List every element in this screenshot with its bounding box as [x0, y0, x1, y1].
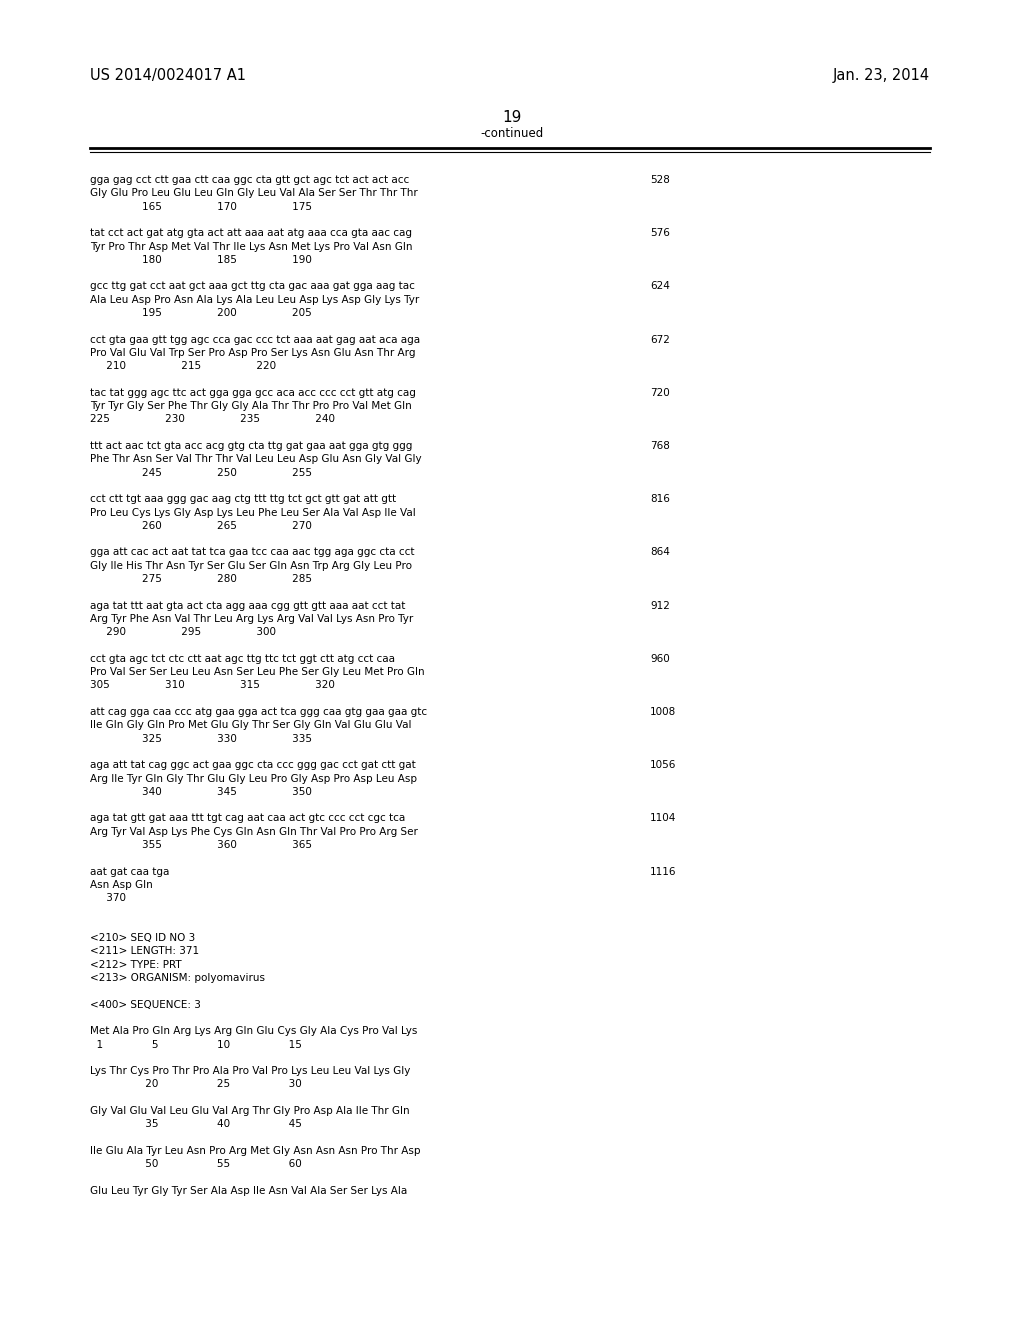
Text: 180                 185                 190: 180 185 190	[90, 255, 312, 265]
Text: tat cct act gat atg gta act att aaa aat atg aaa cca gta aac cag: tat cct act gat atg gta act att aaa aat …	[90, 228, 412, 238]
Text: cct gta gaa gtt tgg agc cca gac ccc tct aaa aat gag aat aca aga: cct gta gaa gtt tgg agc cca gac ccc tct …	[90, 334, 420, 345]
Text: Asn Asp Gln: Asn Asp Gln	[90, 880, 153, 890]
Text: Ile Glu Ala Tyr Leu Asn Pro Arg Met Gly Asn Asn Asn Pro Thr Asp: Ile Glu Ala Tyr Leu Asn Pro Arg Met Gly …	[90, 1146, 421, 1156]
Text: Arg Tyr Phe Asn Val Thr Leu Arg Lys Arg Val Val Lys Asn Pro Tyr: Arg Tyr Phe Asn Val Thr Leu Arg Lys Arg …	[90, 614, 414, 624]
Text: 165                 170                 175: 165 170 175	[90, 202, 312, 211]
Text: 355                 360                 365: 355 360 365	[90, 840, 312, 850]
Text: Arg Tyr Val Asp Lys Phe Cys Gln Asn Gln Thr Val Pro Pro Arg Ser: Arg Tyr Val Asp Lys Phe Cys Gln Asn Gln …	[90, 826, 418, 837]
Text: US 2014/0024017 A1: US 2014/0024017 A1	[90, 69, 246, 83]
Text: Jan. 23, 2014: Jan. 23, 2014	[833, 69, 930, 83]
Text: 912: 912	[650, 601, 670, 611]
Text: tac tat ggg agc ttc act gga gga gcc aca acc ccc cct gtt atg cag: tac tat ggg agc ttc act gga gga gcc aca …	[90, 388, 416, 397]
Text: 960: 960	[650, 653, 670, 664]
Text: Glu Leu Tyr Gly Tyr Ser Ala Asp Ile Asn Val Ala Ser Ser Lys Ala: Glu Leu Tyr Gly Tyr Ser Ala Asp Ile Asn …	[90, 1185, 408, 1196]
Text: 50                  55                  60: 50 55 60	[90, 1159, 302, 1170]
Text: 1056: 1056	[650, 760, 677, 770]
Text: cct gta agc tct ctc ctt aat agc ttg ttc tct ggt ctt atg cct caa: cct gta agc tct ctc ctt aat agc ttg ttc …	[90, 653, 395, 664]
Text: 864: 864	[650, 548, 670, 557]
Text: Gly Ile His Thr Asn Tyr Ser Glu Ser Gln Asn Trp Arg Gly Leu Pro: Gly Ile His Thr Asn Tyr Ser Glu Ser Gln …	[90, 561, 412, 570]
Text: 720: 720	[650, 388, 670, 397]
Text: 340                 345                 350: 340 345 350	[90, 787, 312, 797]
Text: 1               5                  10                  15: 1 5 10 15	[90, 1040, 302, 1049]
Text: <400> SEQUENCE: 3: <400> SEQUENCE: 3	[90, 999, 201, 1010]
Text: aga tat gtt gat aaa ttt tgt cag aat caa act gtc ccc cct cgc tca: aga tat gtt gat aaa ttt tgt cag aat caa …	[90, 813, 406, 824]
Text: 225                 230                 235                 240: 225 230 235 240	[90, 414, 335, 425]
Text: 260                 265                 270: 260 265 270	[90, 521, 312, 531]
Text: <213> ORGANISM: polyomavirus: <213> ORGANISM: polyomavirus	[90, 973, 265, 983]
Text: ttt act aac tct gta acc acg gtg cta ttg gat gaa aat gga gtg ggg: ttt act aac tct gta acc acg gtg cta ttg …	[90, 441, 413, 451]
Text: <210> SEQ ID NO 3: <210> SEQ ID NO 3	[90, 933, 196, 942]
Text: Gly Glu Pro Leu Glu Leu Gln Gly Leu Val Ala Ser Ser Thr Thr Thr: Gly Glu Pro Leu Glu Leu Gln Gly Leu Val …	[90, 189, 418, 198]
Text: aat gat caa tga: aat gat caa tga	[90, 867, 169, 876]
Text: Met Ala Pro Gln Arg Lys Arg Gln Glu Cys Gly Ala Cys Pro Val Lys: Met Ala Pro Gln Arg Lys Arg Gln Glu Cys …	[90, 1026, 418, 1036]
Text: -continued: -continued	[480, 127, 544, 140]
Text: Phe Thr Asn Ser Val Thr Thr Val Leu Leu Asp Glu Asn Gly Val Gly: Phe Thr Asn Ser Val Thr Thr Val Leu Leu …	[90, 454, 422, 465]
Text: Tyr Pro Thr Asp Met Val Thr Ile Lys Asn Met Lys Pro Val Asn Gln: Tyr Pro Thr Asp Met Val Thr Ile Lys Asn …	[90, 242, 413, 252]
Text: Pro Val Ser Ser Leu Leu Asn Ser Leu Phe Ser Gly Leu Met Pro Gln: Pro Val Ser Ser Leu Leu Asn Ser Leu Phe …	[90, 667, 425, 677]
Text: 325                 330                 335: 325 330 335	[90, 734, 312, 743]
Text: Pro Val Glu Val Trp Ser Pro Asp Pro Ser Lys Asn Glu Asn Thr Arg: Pro Val Glu Val Trp Ser Pro Asp Pro Ser …	[90, 348, 416, 358]
Text: 672: 672	[650, 334, 670, 345]
Text: aga tat ttt aat gta act cta agg aaa cgg gtt gtt aaa aat cct tat: aga tat ttt aat gta act cta agg aaa cgg …	[90, 601, 406, 611]
Text: 20                  25                  30: 20 25 30	[90, 1080, 302, 1089]
Text: Ile Gln Gly Gln Pro Met Glu Gly Thr Ser Gly Gln Val Glu Glu Val: Ile Gln Gly Gln Pro Met Glu Gly Thr Ser …	[90, 721, 412, 730]
Text: 1116: 1116	[650, 867, 677, 876]
Text: <211> LENGTH: 371: <211> LENGTH: 371	[90, 946, 199, 957]
Text: Ala Leu Asp Pro Asn Ala Lys Ala Leu Leu Asp Lys Asp Gly Lys Tyr: Ala Leu Asp Pro Asn Ala Lys Ala Leu Leu …	[90, 294, 419, 305]
Text: 195                 200                 205: 195 200 205	[90, 308, 311, 318]
Text: 816: 816	[650, 494, 670, 504]
Text: Tyr Tyr Gly Ser Phe Thr Gly Gly Ala Thr Thr Pro Pro Val Met Gln: Tyr Tyr Gly Ser Phe Thr Gly Gly Ala Thr …	[90, 401, 412, 411]
Text: 768: 768	[650, 441, 670, 451]
Text: 290                 295                 300: 290 295 300	[90, 627, 276, 638]
Text: 245                 250                 255: 245 250 255	[90, 467, 312, 478]
Text: Pro Leu Cys Lys Gly Asp Lys Leu Phe Leu Ser Ala Val Asp Ile Val: Pro Leu Cys Lys Gly Asp Lys Leu Phe Leu …	[90, 507, 416, 517]
Text: gga gag cct ctt gaa ctt caa ggc cta gtt gct agc tct act act acc: gga gag cct ctt gaa ctt caa ggc cta gtt …	[90, 176, 410, 185]
Text: gga att cac act aat tat tca gaa tcc caa aac tgg aga ggc cta cct: gga att cac act aat tat tca gaa tcc caa …	[90, 548, 415, 557]
Text: 305                 310                 315                 320: 305 310 315 320	[90, 680, 335, 690]
Text: 35                  40                  45: 35 40 45	[90, 1119, 302, 1130]
Text: 576: 576	[650, 228, 670, 238]
Text: 1104: 1104	[650, 813, 677, 824]
Text: att cag gga caa ccc atg gaa gga act tca ggg caa gtg gaa gaa gtc: att cag gga caa ccc atg gaa gga act tca …	[90, 708, 427, 717]
Text: Arg Ile Tyr Gln Gly Thr Glu Gly Leu Pro Gly Asp Pro Asp Leu Asp: Arg Ile Tyr Gln Gly Thr Glu Gly Leu Pro …	[90, 774, 417, 784]
Text: Lys Thr Cys Pro Thr Pro Ala Pro Val Pro Lys Leu Leu Val Lys Gly: Lys Thr Cys Pro Thr Pro Ala Pro Val Pro …	[90, 1067, 411, 1076]
Text: Gly Val Glu Val Leu Glu Val Arg Thr Gly Pro Asp Ala Ile Thr Gln: Gly Val Glu Val Leu Glu Val Arg Thr Gly …	[90, 1106, 410, 1115]
Text: 210                 215                 220: 210 215 220	[90, 362, 276, 371]
Text: cct ctt tgt aaa ggg gac aag ctg ttt ttg tct gct gtt gat att gtt: cct ctt tgt aaa ggg gac aag ctg ttt ttg …	[90, 494, 396, 504]
Text: 19: 19	[503, 110, 521, 125]
Text: 528: 528	[650, 176, 670, 185]
Text: <212> TYPE: PRT: <212> TYPE: PRT	[90, 960, 181, 970]
Text: 370: 370	[90, 894, 126, 903]
Text: 275                 280                 285: 275 280 285	[90, 574, 312, 583]
Text: 624: 624	[650, 281, 670, 292]
Text: aga att tat cag ggc act gaa ggc cta ccc ggg gac cct gat ctt gat: aga att tat cag ggc act gaa ggc cta ccc …	[90, 760, 416, 770]
Text: gcc ttg gat cct aat gct aaa gct ttg cta gac aaa gat gga aag tac: gcc ttg gat cct aat gct aaa gct ttg cta …	[90, 281, 415, 292]
Text: 1008: 1008	[650, 708, 676, 717]
